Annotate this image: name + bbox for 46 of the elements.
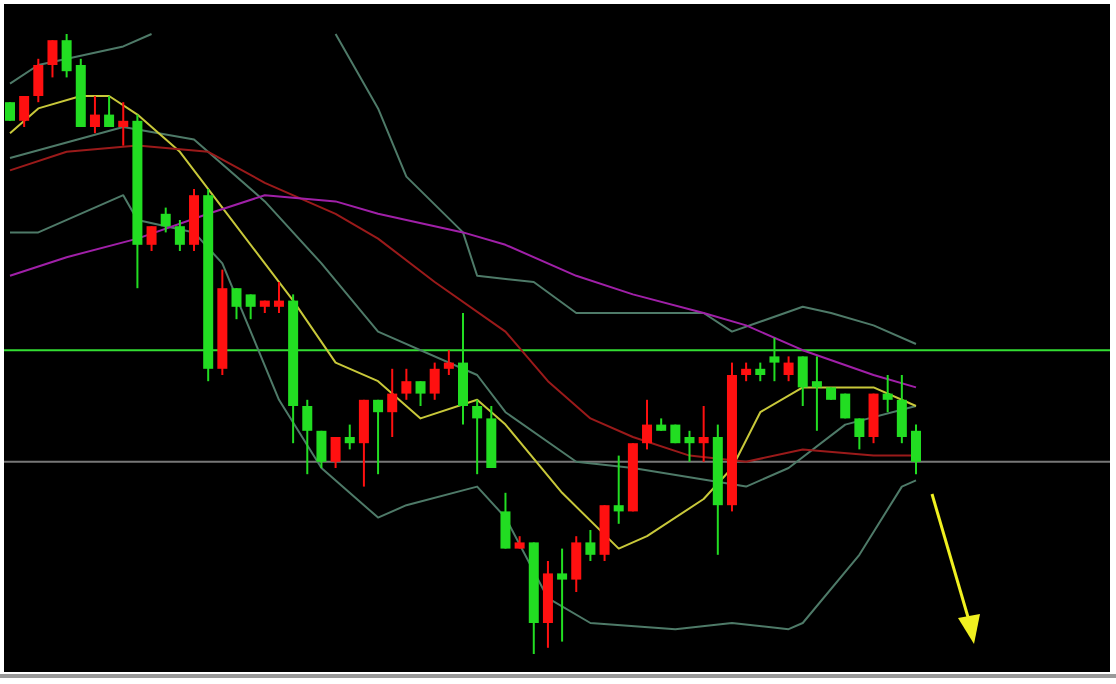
candlestick xyxy=(373,398,384,476)
candlestick xyxy=(769,336,780,383)
candlestick xyxy=(472,398,483,476)
candlestick xyxy=(5,101,15,122)
candlestick xyxy=(896,374,907,445)
candlestick xyxy=(33,57,44,104)
candlestick xyxy=(613,454,624,525)
candlestick xyxy=(273,281,284,314)
candlestick xyxy=(755,361,766,383)
candlestick xyxy=(19,95,30,128)
candlestick xyxy=(174,219,185,252)
candlestick xyxy=(698,405,709,463)
candlestick xyxy=(61,33,72,79)
candlestick xyxy=(160,206,171,234)
candlestick xyxy=(358,398,369,488)
candlestick xyxy=(146,225,157,252)
candlestick xyxy=(387,367,398,438)
candlestick xyxy=(118,101,129,147)
candlestick xyxy=(458,312,468,426)
candlestick xyxy=(642,398,653,451)
candlestick xyxy=(47,39,58,79)
candlestick xyxy=(585,529,596,562)
candlestick xyxy=(429,361,440,401)
candlestick xyxy=(741,361,752,383)
candlestick xyxy=(557,547,568,643)
candlestick xyxy=(302,398,313,476)
candlestick xyxy=(783,355,794,383)
candlestick xyxy=(104,95,115,128)
candlestick xyxy=(797,355,808,407)
candlestick xyxy=(316,429,327,469)
candlestick xyxy=(684,429,695,463)
candlestick xyxy=(231,287,242,321)
candlestick xyxy=(911,423,921,476)
candlestick xyxy=(571,535,582,593)
candlestick xyxy=(344,423,355,451)
candlestick xyxy=(443,349,454,376)
candlestick xyxy=(330,436,341,469)
candlestick xyxy=(415,380,426,407)
candlestick xyxy=(811,355,822,432)
candlestick xyxy=(882,374,893,414)
candlestick xyxy=(401,367,412,401)
candlestick xyxy=(245,293,256,321)
candlestick xyxy=(500,491,511,550)
candlestick xyxy=(868,392,879,445)
candlestick xyxy=(89,95,100,135)
candlestick xyxy=(854,417,865,451)
